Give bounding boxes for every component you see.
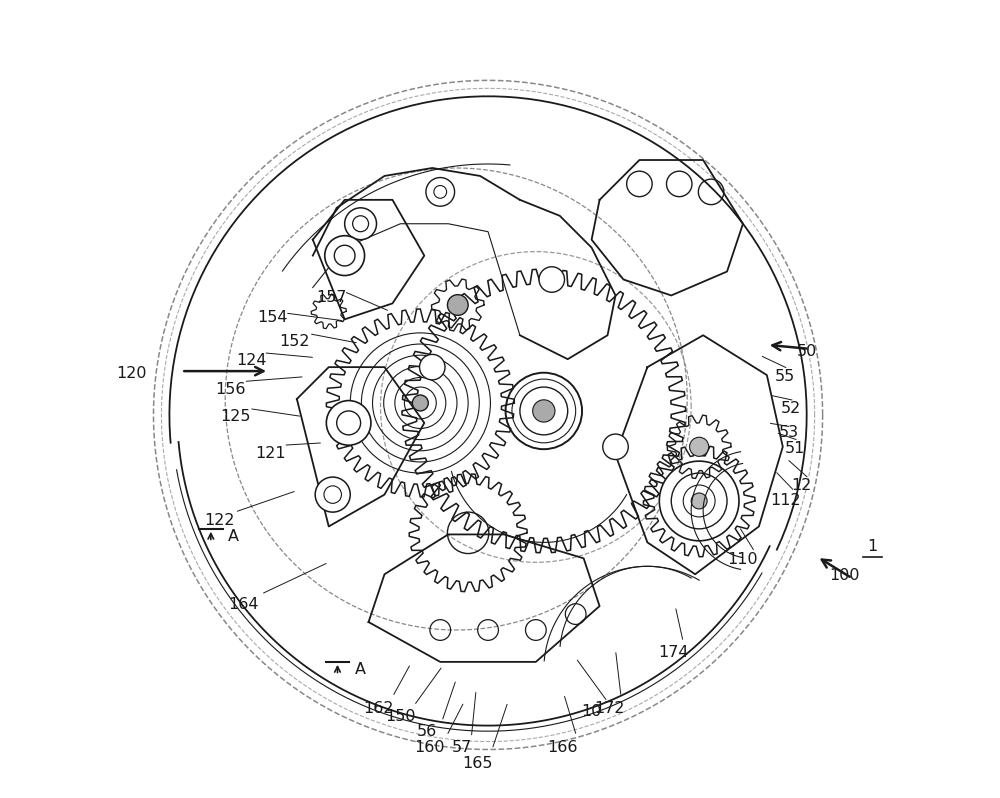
Text: 121: 121 [255, 445, 286, 460]
Text: 55: 55 [774, 369, 795, 384]
Text: 162: 162 [364, 701, 394, 716]
Text: 120: 120 [117, 366, 147, 381]
Text: 100: 100 [829, 568, 859, 583]
Text: 165: 165 [462, 757, 493, 772]
Text: 156: 156 [215, 382, 246, 397]
Circle shape [539, 267, 565, 292]
Text: 112: 112 [770, 493, 800, 508]
Text: 164: 164 [228, 597, 259, 612]
Circle shape [326, 401, 371, 445]
Text: 50: 50 [797, 344, 817, 359]
Text: 57: 57 [452, 741, 472, 756]
Text: 166: 166 [547, 741, 577, 756]
Text: 51: 51 [785, 440, 805, 456]
Text: 10: 10 [581, 704, 602, 719]
Text: 122: 122 [204, 512, 235, 527]
Text: 56: 56 [417, 725, 437, 740]
Text: 157: 157 [316, 290, 346, 305]
Text: 152: 152 [279, 334, 310, 350]
Circle shape [447, 294, 468, 315]
Text: 160: 160 [415, 741, 445, 756]
Text: 174: 174 [658, 645, 689, 660]
Circle shape [420, 354, 445, 380]
Circle shape [315, 477, 350, 512]
Text: 12: 12 [791, 477, 811, 492]
Text: A: A [355, 662, 366, 678]
Text: 1: 1 [868, 539, 878, 554]
Circle shape [345, 207, 377, 239]
Text: A: A [228, 529, 239, 544]
Text: 53: 53 [778, 425, 798, 440]
Circle shape [533, 400, 555, 422]
Text: 110: 110 [728, 552, 758, 567]
Text: 52: 52 [781, 401, 801, 416]
Text: 172: 172 [595, 701, 625, 716]
Text: 124: 124 [236, 354, 267, 368]
Text: 125: 125 [220, 409, 251, 424]
Circle shape [691, 493, 707, 509]
Circle shape [426, 177, 455, 206]
Circle shape [659, 461, 739, 541]
Circle shape [325, 235, 365, 275]
Circle shape [506, 373, 582, 449]
Circle shape [603, 434, 628, 460]
Text: 154: 154 [258, 310, 288, 326]
Circle shape [690, 437, 709, 456]
Text: 150: 150 [385, 709, 416, 724]
Circle shape [412, 395, 428, 411]
